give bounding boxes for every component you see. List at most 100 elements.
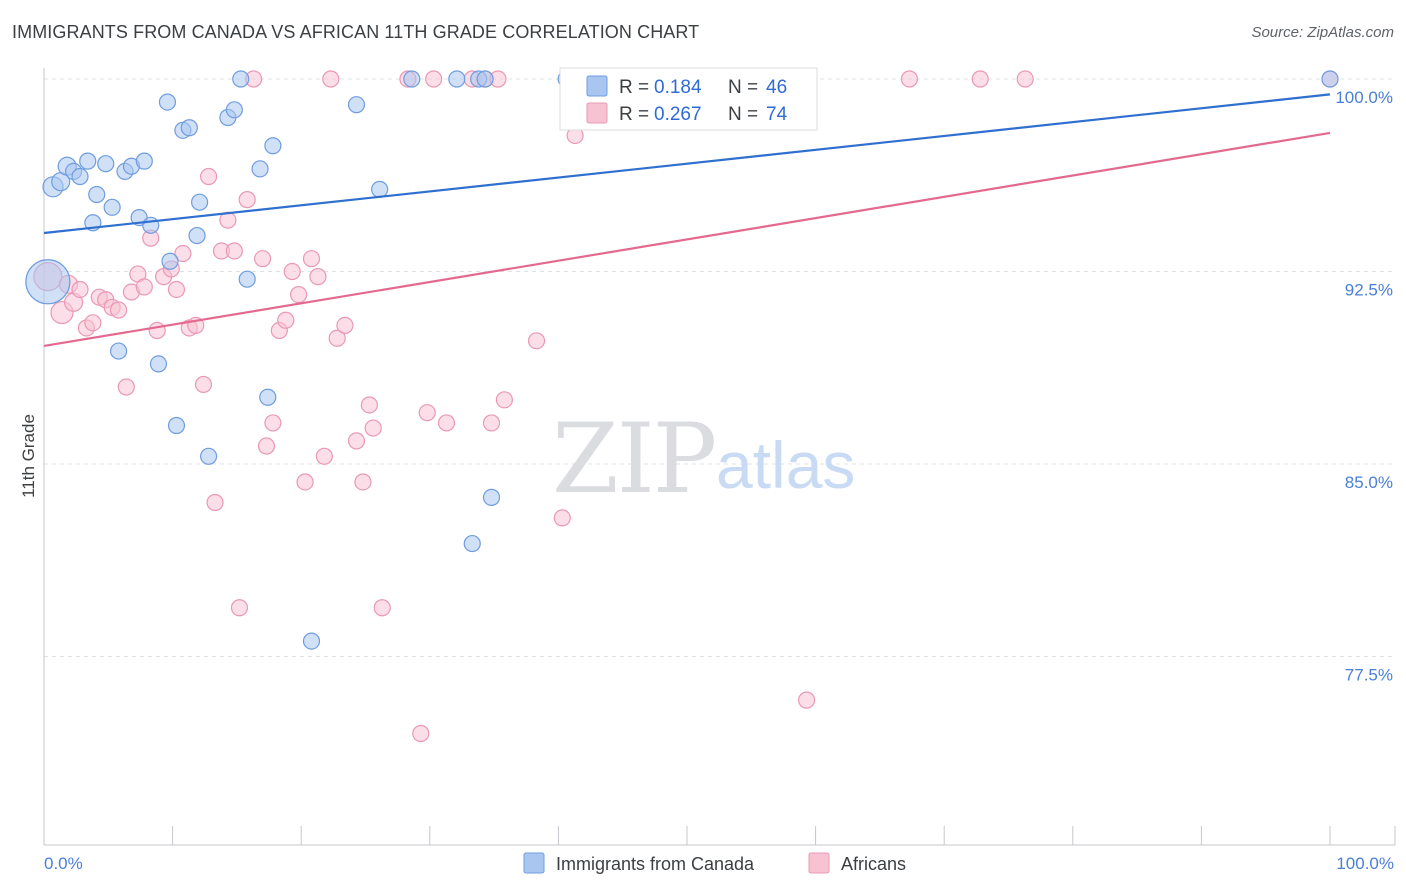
canada-point-0 <box>25 259 71 305</box>
africans-point-25 <box>206 493 224 512</box>
canada-point-23 <box>188 226 206 245</box>
canada-point-37 <box>448 70 466 88</box>
canada-point-45 <box>1321 70 1339 88</box>
legend-n-label-canada: N = <box>728 77 758 98</box>
canada-point-18 <box>158 93 177 111</box>
africans-point-33 <box>257 437 276 455</box>
africans-point-14 <box>135 278 153 296</box>
canada-point-25 <box>200 447 218 465</box>
africans-point-41 <box>309 268 327 286</box>
africans-point-39 <box>296 473 314 491</box>
watermark-atlas: atlas <box>716 428 855 502</box>
canada-point-16 <box>142 216 160 234</box>
canada-point-15 <box>135 152 153 170</box>
bottom-legend-label-africans: Africans <box>841 854 906 874</box>
africans-point-42 <box>315 447 333 465</box>
canada-point-28 <box>232 70 250 88</box>
canada-point-20 <box>167 416 186 435</box>
africans-point-52 <box>412 724 430 743</box>
africans-point-11 <box>117 378 135 396</box>
legend-n-value-canada: 46 <box>766 77 787 98</box>
africans-point-23 <box>194 375 213 394</box>
canada-point-11 <box>109 342 128 360</box>
legend-swatch-africans <box>586 102 608 124</box>
africans-point-29 <box>230 599 249 617</box>
africans-point-40 <box>302 250 321 268</box>
bottom-legend-label-canada: Immigrants from Canada <box>556 854 755 874</box>
watermark-zip: ZIP <box>552 403 715 515</box>
africans-point-4 <box>71 280 89 299</box>
africans-point-30 <box>238 191 256 209</box>
canada-point-31 <box>259 388 277 406</box>
legend-r-value-canada: 0.184 <box>654 77 702 98</box>
africans-point-61 <box>527 332 546 350</box>
canada-point-9 <box>97 155 115 173</box>
bottom-legend: Immigrants from Canada Africans <box>523 852 906 874</box>
source-credit: Source: ZipAtlas.com <box>1251 24 1394 41</box>
canada-point-34 <box>347 96 366 114</box>
africans-point-62 <box>553 509 571 527</box>
canada-point-24 <box>191 193 209 211</box>
trend-lines <box>43 93 1331 348</box>
africans-point-24 <box>200 167 218 186</box>
canada-point-19 <box>161 252 179 270</box>
africans-point-58 <box>482 414 501 432</box>
canada-point-17 <box>149 355 168 373</box>
africans-point-6 <box>84 314 102 332</box>
y-axis-label: 11th Grade <box>19 414 38 498</box>
axes <box>43 68 1396 846</box>
canada-point-27 <box>225 101 243 119</box>
africans-point-36 <box>277 311 295 329</box>
africans-point-53 <box>418 404 436 422</box>
canada-point-32 <box>264 137 282 155</box>
canada-point-5 <box>71 167 89 186</box>
africans-point-16 <box>148 321 166 340</box>
africans-point-38 <box>290 286 308 304</box>
canada-point-35 <box>371 180 389 198</box>
series-canada <box>25 70 1339 650</box>
africans-point-70 <box>900 70 919 88</box>
x-tick-labels: 0.0% 100.0% <box>44 854 1394 873</box>
africans-point-71 <box>971 70 989 88</box>
canada-point-10 <box>103 198 121 216</box>
canada-point-6 <box>79 152 97 170</box>
canada-point-22 <box>180 119 198 137</box>
legend-r-value-africans: 0.267 <box>654 104 702 125</box>
y-tick-label-3: 77.5% <box>1345 666 1393 685</box>
africans-point-69 <box>797 691 816 709</box>
africans-point-37 <box>283 262 301 281</box>
canada-point-33 <box>302 632 321 650</box>
canada-point-8 <box>88 185 106 204</box>
africans-point-34 <box>264 414 282 432</box>
legend-n-value-africans: 74 <box>766 104 788 125</box>
africans-point-60 <box>495 391 513 409</box>
africans-point-20 <box>174 244 192 263</box>
canada-point-38 <box>463 534 481 553</box>
chart-title: IMMIGRANTS FROM CANADA VS AFRICAN 11TH G… <box>12 22 700 42</box>
y-tick-labels: 100.0% 92.5% 85.0% 77.5% <box>1335 88 1393 685</box>
x-tick-label-max: 100.0% <box>1336 854 1394 873</box>
gridlines <box>44 78 1395 657</box>
legend-swatch-canada <box>586 75 608 97</box>
y-tick-label-2: 85.0% <box>1345 473 1393 492</box>
africans-point-19 <box>167 280 186 299</box>
canada-point-30 <box>251 160 269 178</box>
canada-point-29 <box>238 270 256 288</box>
canada-point-41 <box>482 488 501 506</box>
bottom-legend-swatch-canada <box>523 852 545 874</box>
africans-point-49 <box>364 419 382 437</box>
africans-point-47 <box>354 473 372 491</box>
x-tick-label-min: 0.0% <box>44 854 83 873</box>
africans-trend-line <box>43 131 1331 348</box>
africans-point-72 <box>1016 70 1034 88</box>
canada-point-36 <box>403 70 421 88</box>
africans-point-28 <box>225 242 243 260</box>
y-tick-label-0: 100.0% <box>1335 88 1393 107</box>
legend-n-label-africans: N = <box>728 104 758 125</box>
africans-point-10 <box>109 301 128 319</box>
bottom-legend-swatch-africans <box>808 852 830 874</box>
africans-point-43 <box>322 70 340 88</box>
africans-point-44 <box>328 329 346 347</box>
africans-point-55 <box>437 414 456 432</box>
